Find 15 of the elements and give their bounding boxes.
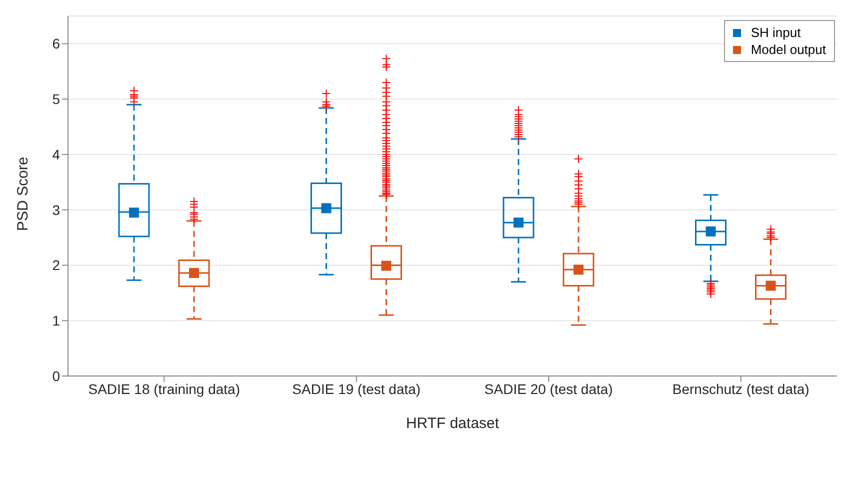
x-tick-label: SADIE 20 (test data) <box>484 380 613 397</box>
y-tick-label: 0 <box>52 368 60 384</box>
x-tick-label: Bernschutz (test data) <box>672 380 810 397</box>
y-tick-label: 5 <box>52 91 60 108</box>
legend-label: SH input <box>750 24 801 41</box>
y-tick-label: 1 <box>52 312 60 329</box>
y-axis-title: PSD Score <box>14 156 32 231</box>
y-tick-label: 3 <box>52 202 60 218</box>
y-tick-label: 6 <box>52 36 60 52</box>
x-axis-title: HRTF dataset <box>406 415 500 432</box>
y-tick-label: 4 <box>52 146 60 162</box>
legend-label: Model output <box>750 41 826 58</box>
x-tick-label: SADIE 19 (test data) <box>292 380 421 397</box>
x-tick-label: SADIE 18 (training data) <box>88 380 240 397</box>
y-tick-label: 2 <box>52 257 60 274</box>
